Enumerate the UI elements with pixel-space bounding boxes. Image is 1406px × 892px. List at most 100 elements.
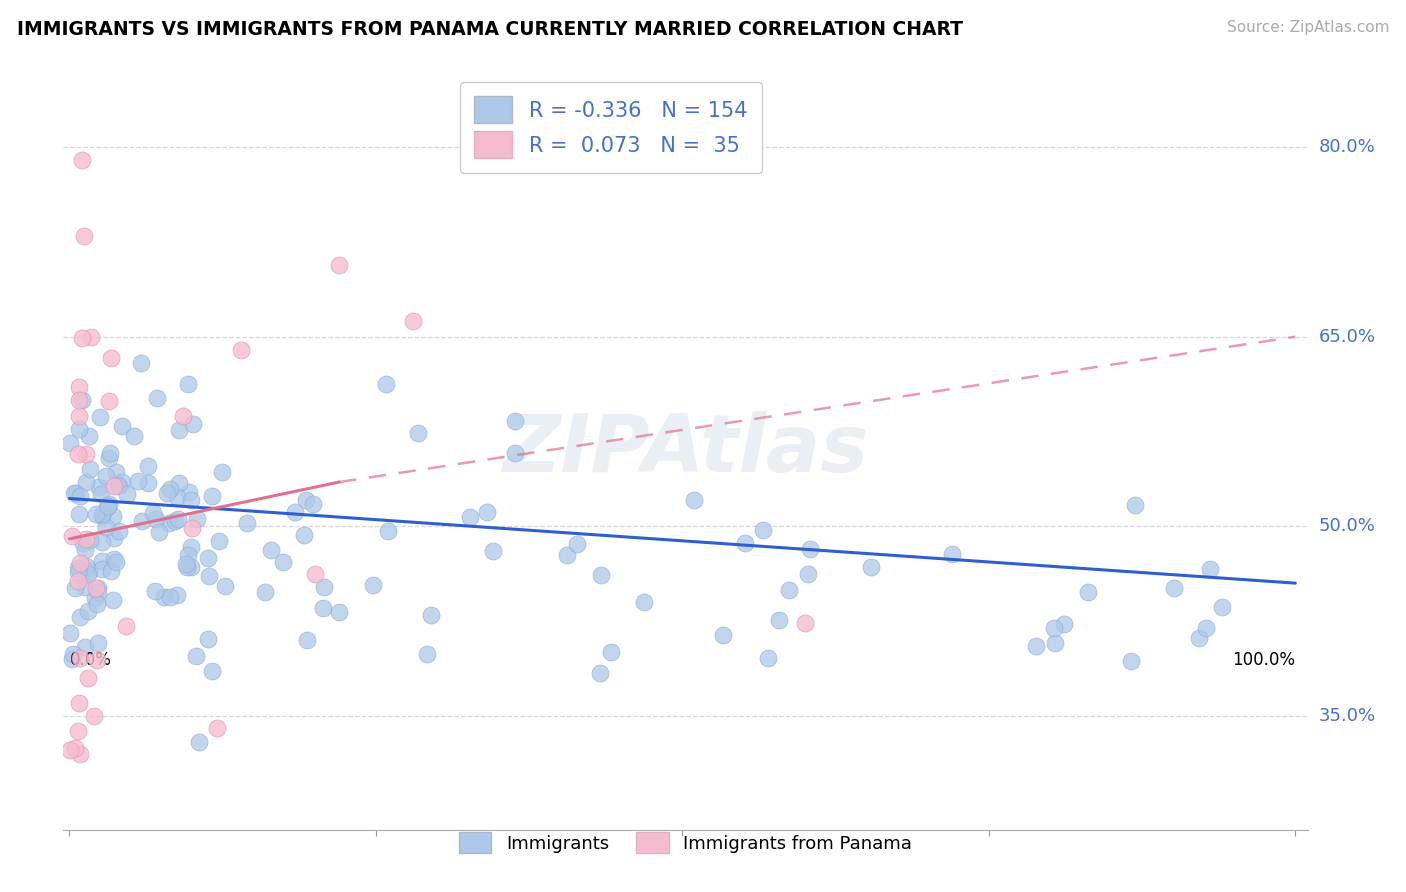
Point — [198, 568, 221, 582]
Point — [142, 507, 165, 521]
Point — [69, 556, 91, 570]
Point — [304, 567, 326, 582]
Point — [208, 533, 231, 548]
Point — [83, 591, 105, 605]
Point — [59, 436, 82, 450]
Point — [167, 476, 190, 491]
Point — [312, 601, 335, 615]
Point — [60, 652, 83, 666]
Point — [180, 540, 202, 554]
Point — [60, 529, 83, 543]
Point — [86, 653, 108, 667]
Point — [1077, 584, 1099, 599]
Point — [62, 485, 84, 500]
Point — [107, 479, 129, 493]
Point — [1163, 581, 1185, 595]
Point — [683, 493, 706, 508]
Point — [129, 356, 152, 370]
Point — [180, 493, 202, 508]
Point — [401, 314, 423, 328]
Point — [177, 485, 200, 500]
Point — [377, 524, 399, 539]
Point — [75, 559, 97, 574]
Point — [503, 446, 526, 460]
Legend: Immigrants, Immigrants from Panama: Immigrants, Immigrants from Panama — [450, 823, 921, 863]
Point — [167, 512, 190, 526]
Point — [157, 516, 180, 531]
Point — [100, 351, 122, 365]
Point — [66, 447, 89, 461]
Point — [159, 590, 181, 604]
Point — [201, 489, 224, 503]
Point — [83, 708, 105, 723]
Point — [73, 542, 96, 557]
Point — [91, 553, 114, 567]
Point — [98, 393, 121, 408]
Point — [87, 581, 110, 595]
Point — [97, 450, 120, 465]
Point — [91, 535, 114, 549]
Text: ZIPAtlas: ZIPAtlas — [502, 411, 869, 490]
Point — [94, 468, 117, 483]
Point — [297, 632, 319, 647]
Point — [79, 428, 101, 442]
Point — [229, 343, 252, 358]
Point — [143, 584, 166, 599]
Point — [58, 743, 80, 757]
Point — [163, 514, 186, 528]
Point — [122, 429, 145, 443]
Point — [758, 651, 780, 665]
Point — [1043, 635, 1066, 649]
Point — [600, 645, 623, 659]
Point — [177, 377, 200, 392]
Point — [80, 330, 103, 344]
Point — [633, 595, 655, 609]
Point — [177, 548, 200, 562]
Point — [101, 593, 124, 607]
Point — [70, 393, 93, 408]
Point — [197, 551, 219, 566]
Point — [100, 564, 122, 578]
Point — [67, 574, 90, 588]
Point — [96, 500, 118, 515]
Point — [711, 628, 734, 642]
Text: 80.0%: 80.0% — [1319, 138, 1375, 156]
Point — [107, 524, 129, 538]
Point — [565, 537, 588, 551]
Point — [328, 605, 350, 619]
Point — [67, 380, 90, 394]
Point — [260, 542, 283, 557]
Point — [73, 228, 96, 243]
Text: 0.0%: 0.0% — [69, 651, 111, 669]
Point — [62, 647, 84, 661]
Point — [503, 414, 526, 428]
Point — [84, 507, 107, 521]
Point — [98, 497, 121, 511]
Point — [152, 591, 174, 605]
Point — [67, 422, 90, 436]
Point — [111, 419, 134, 434]
Point — [1125, 498, 1147, 512]
Point — [166, 491, 188, 505]
Point — [1119, 654, 1142, 668]
Point — [172, 409, 194, 423]
Point — [145, 391, 167, 405]
Point — [156, 486, 179, 500]
Point — [87, 480, 110, 494]
Point — [236, 516, 259, 530]
Point — [103, 479, 125, 493]
Point — [69, 747, 91, 761]
Point — [67, 409, 90, 424]
Point — [778, 582, 800, 597]
Point — [284, 505, 307, 519]
Point — [734, 535, 756, 549]
Point — [75, 532, 97, 546]
Point — [361, 578, 384, 592]
Point — [75, 475, 97, 489]
Point — [166, 588, 188, 602]
Point — [115, 487, 138, 501]
Point — [328, 258, 350, 272]
Point — [1195, 621, 1218, 635]
Point — [87, 636, 110, 650]
Point — [201, 665, 224, 679]
